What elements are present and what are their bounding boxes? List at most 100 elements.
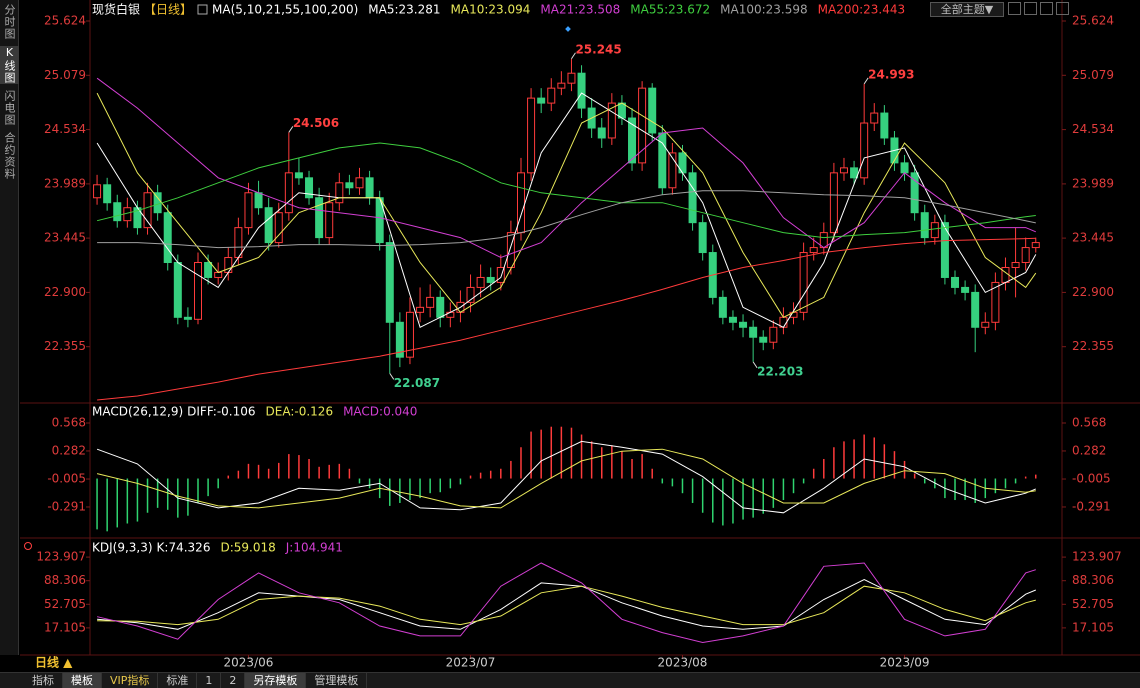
low-label: 22.203 (757, 364, 803, 378)
candle-body (103, 184, 112, 204)
candle-body (335, 182, 344, 204)
bottom-tab[interactable]: 管理模板 (306, 673, 368, 688)
y-tick-label: 24.534 (1072, 122, 1114, 136)
y-tick-label: 22.900 (44, 285, 86, 299)
period-button[interactable]: 日线 ▲ (35, 655, 73, 670)
candle-body (194, 262, 202, 320)
candle-body (607, 102, 616, 139)
bottom-tab[interactable]: 另存模板 (245, 673, 307, 688)
y-tick-label: 88.306 (44, 573, 86, 587)
candle-body (718, 296, 727, 318)
y-tick-label: 52.705 (44, 597, 86, 611)
y-tick-label: 123.907 (36, 550, 86, 564)
candle-body (143, 192, 152, 229)
bottom-tab[interactable]: 1 (197, 673, 222, 688)
candle-body (567, 72, 576, 84)
y-tick-label: 123.907 (1072, 550, 1122, 564)
bottom-tab[interactable]: VIP指标 (102, 673, 159, 688)
y-tick-label: 17.105 (44, 620, 86, 634)
legend-label: MA55:23.672 (630, 3, 710, 17)
candle-body (173, 262, 182, 318)
legend-label: K:74.326 (157, 541, 211, 555)
toolbar-icon[interactable] (1024, 2, 1037, 15)
candle-body (224, 257, 233, 273)
candle-body (628, 117, 637, 164)
high-label: 24.993 (868, 67, 914, 81)
series-line (96, 92, 1037, 318)
y-tick-label: 52.705 (1072, 597, 1114, 611)
x-tick-label: 2023/08 (658, 656, 708, 670)
toolbar-icon[interactable] (1040, 2, 1053, 15)
candle-body (688, 172, 697, 224)
legend-label: MACD:0.040 (343, 405, 417, 419)
toolbar-icon[interactable] (1056, 2, 1069, 15)
legend-label: MA10:23.094 (451, 3, 531, 17)
sidebar-tab[interactable]: K线图 (0, 46, 19, 84)
extreme-marker (389, 373, 395, 380)
candle-body (870, 112, 879, 124)
candle-body (315, 197, 324, 239)
candle-body (426, 296, 435, 308)
candle-body (981, 321, 990, 328)
legend-label: MA5:23.281 (368, 3, 440, 17)
y-tick-label: -0.291 (47, 499, 86, 513)
candle-body (163, 212, 172, 264)
legend-label: DEA:-0.126 (266, 405, 334, 419)
candle-body (1021, 247, 1030, 264)
candle-body (850, 167, 859, 179)
candle-body (769, 326, 778, 343)
low-label: 22.087 (394, 376, 440, 390)
series-line (96, 440, 1036, 514)
candle-body (355, 177, 364, 189)
toolbar-icon[interactable] (1008, 2, 1021, 15)
bottom-tab[interactable]: 标准 (158, 673, 198, 688)
panel-icon (24, 542, 32, 550)
bottom-tab[interactable]: 2 (221, 673, 246, 688)
candle-body (668, 152, 677, 189)
sidebar-tab[interactable]: 分时图 (3, 4, 16, 40)
candle-body (244, 192, 253, 229)
legend-label: MA100:23.598 (720, 3, 808, 17)
legend-label: 现货白银 (92, 2, 140, 17)
y-tick-label: 23.445 (44, 231, 86, 245)
candle-body (153, 192, 162, 214)
candle-body (345, 182, 354, 189)
legend-label: MA21:23.508 (540, 3, 620, 17)
candle-body (698, 222, 707, 254)
candle-body (648, 87, 657, 134)
candle-body (264, 207, 273, 244)
sidebar-tab[interactable]: 合约资料 (3, 132, 16, 180)
candle-body (910, 172, 919, 214)
legend-label: D:59.018 (220, 541, 275, 555)
candle-body (547, 87, 556, 104)
candle-body (204, 262, 213, 278)
sidebar-tab[interactable]: 闪电图 (3, 90, 16, 126)
candle-body (476, 276, 485, 288)
candle-body (1001, 266, 1010, 283)
candle-body (809, 247, 818, 254)
legend-label: 【日线】 (144, 3, 192, 17)
candle-body (577, 72, 586, 109)
candle-body (214, 271, 223, 278)
candle-body (537, 97, 546, 104)
bottom-tabs: 指标 模板 VIP指标 标准 1 2 另存模板 管理模板 (0, 672, 1140, 688)
series-line (97, 237, 1036, 401)
candle-body (385, 242, 394, 323)
candle-body (466, 286, 475, 303)
sidebar: 分时图 K线图 闪电图 合约资料 (0, 0, 19, 655)
candle-body (305, 177, 314, 199)
candle-body (638, 87, 647, 164)
candle-body (900, 162, 909, 174)
candle-body (597, 127, 606, 139)
theme-button[interactable]: 全部主题▼ (930, 2, 1004, 17)
y-tick-label: -0.005 (1072, 472, 1111, 486)
candle-body (880, 112, 889, 139)
bottom-tab[interactable]: 模板 (63, 673, 102, 688)
legend-label: MACD(26,12,9) (92, 405, 183, 419)
high-label: 24.506 (293, 116, 339, 130)
x-tick-label: 2023/09 (880, 656, 930, 670)
candle-body (860, 122, 869, 179)
bottom-tab[interactable]: 指标 (24, 673, 63, 688)
